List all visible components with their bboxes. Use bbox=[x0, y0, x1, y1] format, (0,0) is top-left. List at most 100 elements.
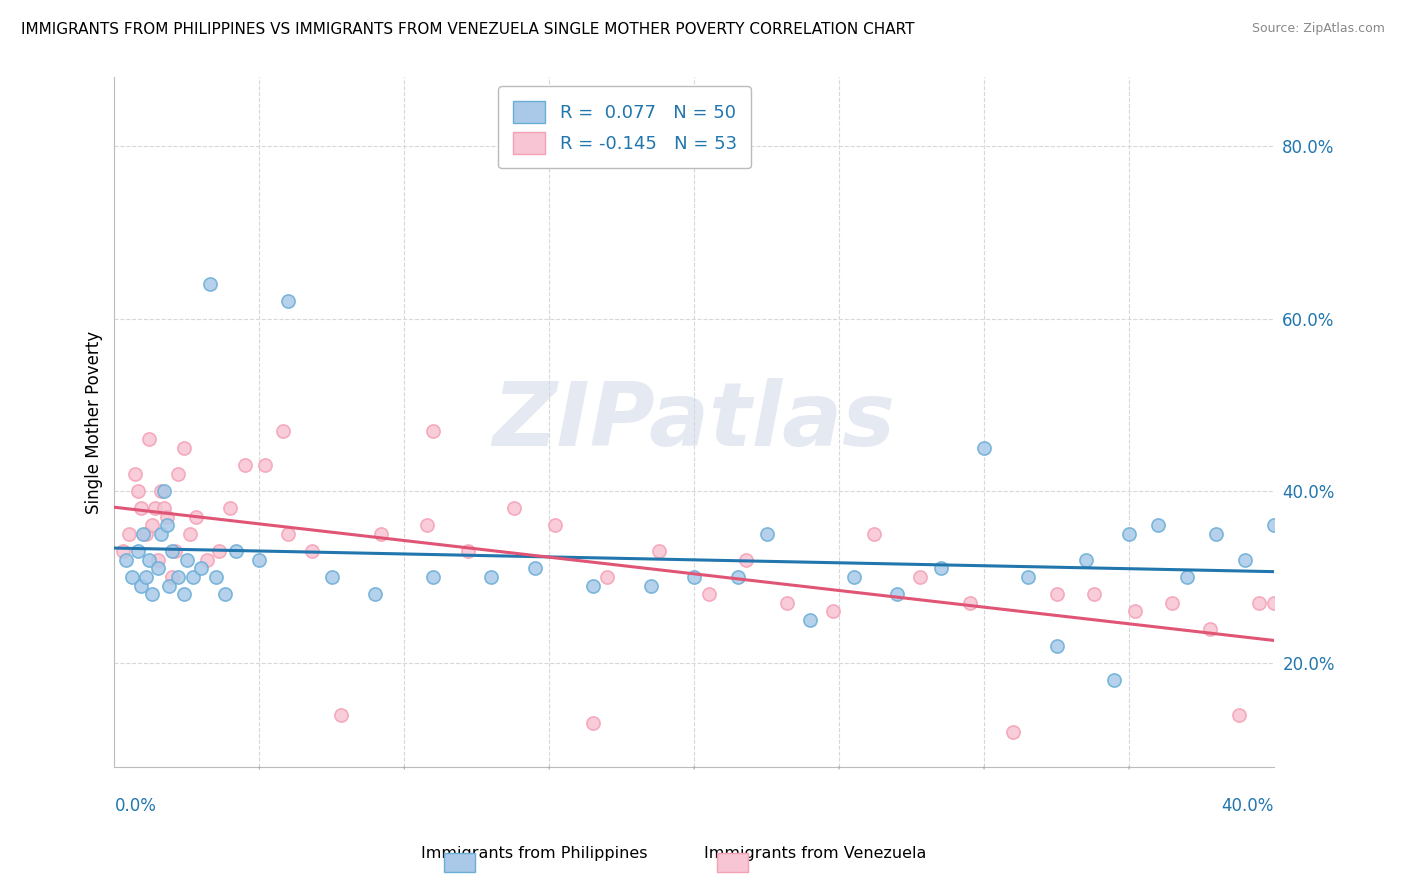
Point bbox=[370, 527, 392, 541]
Point bbox=[697, 587, 720, 601]
Point bbox=[1263, 518, 1285, 533]
Point bbox=[173, 587, 195, 601]
Point bbox=[205, 570, 228, 584]
Point bbox=[208, 544, 231, 558]
Point bbox=[582, 579, 605, 593]
Text: 0.0%: 0.0% bbox=[114, 797, 156, 814]
Point bbox=[910, 570, 932, 584]
Point bbox=[364, 587, 387, 601]
Point bbox=[118, 527, 141, 541]
Point bbox=[1205, 527, 1227, 541]
Point bbox=[138, 553, 160, 567]
Point bbox=[146, 561, 169, 575]
Point bbox=[121, 570, 143, 584]
Point bbox=[329, 707, 352, 722]
Point bbox=[1074, 553, 1097, 567]
Point bbox=[1263, 596, 1285, 610]
Point bbox=[523, 561, 546, 575]
Point bbox=[124, 467, 146, 481]
Point bbox=[167, 467, 190, 481]
Point bbox=[1249, 596, 1271, 610]
Point bbox=[422, 424, 444, 438]
Point bbox=[503, 501, 526, 516]
Point bbox=[1161, 596, 1184, 610]
Point bbox=[135, 570, 157, 584]
Point bbox=[184, 509, 207, 524]
Point bbox=[112, 544, 135, 558]
Point bbox=[115, 553, 138, 567]
Point bbox=[162, 570, 184, 584]
Point bbox=[198, 277, 221, 292]
Point bbox=[842, 570, 865, 584]
Point bbox=[155, 509, 177, 524]
Point bbox=[254, 458, 277, 472]
Point bbox=[176, 553, 198, 567]
Point bbox=[129, 579, 152, 593]
Text: Source: ZipAtlas.com: Source: ZipAtlas.com bbox=[1251, 22, 1385, 36]
Point bbox=[929, 561, 952, 575]
Point bbox=[755, 527, 778, 541]
Point bbox=[181, 570, 204, 584]
Point bbox=[479, 570, 502, 584]
Point bbox=[152, 483, 174, 498]
Point bbox=[127, 483, 149, 498]
Point bbox=[179, 527, 201, 541]
Point bbox=[1002, 725, 1025, 739]
Point bbox=[277, 527, 299, 541]
Point bbox=[214, 587, 236, 601]
Point bbox=[863, 527, 886, 541]
Point bbox=[1104, 673, 1126, 688]
Point bbox=[146, 553, 169, 567]
Point bbox=[1233, 553, 1256, 567]
Point bbox=[582, 716, 605, 731]
Point bbox=[167, 570, 190, 584]
Point bbox=[648, 544, 671, 558]
Point bbox=[149, 483, 172, 498]
Point bbox=[959, 596, 981, 610]
Point bbox=[141, 587, 163, 601]
Point bbox=[1045, 587, 1067, 601]
Text: ZIPatlas: ZIPatlas bbox=[492, 378, 896, 466]
Point bbox=[321, 570, 343, 584]
Point bbox=[138, 432, 160, 446]
Point bbox=[776, 596, 799, 610]
Point bbox=[165, 544, 187, 558]
Point bbox=[727, 570, 749, 584]
Point bbox=[823, 605, 845, 619]
Point bbox=[162, 544, 184, 558]
Point bbox=[301, 544, 323, 558]
Point bbox=[1227, 707, 1250, 722]
Point bbox=[683, 570, 706, 584]
Point bbox=[1199, 622, 1222, 636]
Point bbox=[973, 441, 995, 455]
Point bbox=[233, 458, 256, 472]
Point bbox=[1118, 527, 1140, 541]
Point bbox=[735, 553, 758, 567]
Legend: R =  0.077   N = 50, R = -0.145   N = 53: R = 0.077 N = 50, R = -0.145 N = 53 bbox=[498, 87, 751, 169]
Point bbox=[886, 587, 908, 601]
Point bbox=[143, 501, 166, 516]
Point bbox=[149, 527, 172, 541]
Point bbox=[132, 527, 155, 541]
Point bbox=[247, 553, 270, 567]
Point bbox=[1045, 639, 1067, 653]
Point bbox=[457, 544, 479, 558]
Point bbox=[1147, 518, 1170, 533]
Point bbox=[129, 501, 152, 516]
Point bbox=[544, 518, 567, 533]
Text: 40.0%: 40.0% bbox=[1222, 797, 1274, 814]
Point bbox=[271, 424, 294, 438]
Point bbox=[277, 294, 299, 309]
Point bbox=[416, 518, 439, 533]
Y-axis label: Single Mother Poverty: Single Mother Poverty bbox=[86, 330, 103, 514]
Text: Immigrants from Venezuela: Immigrants from Venezuela bbox=[704, 846, 927, 861]
Point bbox=[141, 518, 163, 533]
Point bbox=[152, 501, 174, 516]
Point bbox=[799, 613, 821, 627]
Text: IMMIGRANTS FROM PHILIPPINES VS IMMIGRANTS FROM VENEZUELA SINGLE MOTHER POVERTY C: IMMIGRANTS FROM PHILIPPINES VS IMMIGRANT… bbox=[21, 22, 914, 37]
Point bbox=[195, 553, 218, 567]
Point bbox=[1175, 570, 1198, 584]
Point bbox=[127, 544, 149, 558]
Point bbox=[640, 579, 662, 593]
Text: Immigrants from Philippines: Immigrants from Philippines bbox=[420, 846, 648, 861]
